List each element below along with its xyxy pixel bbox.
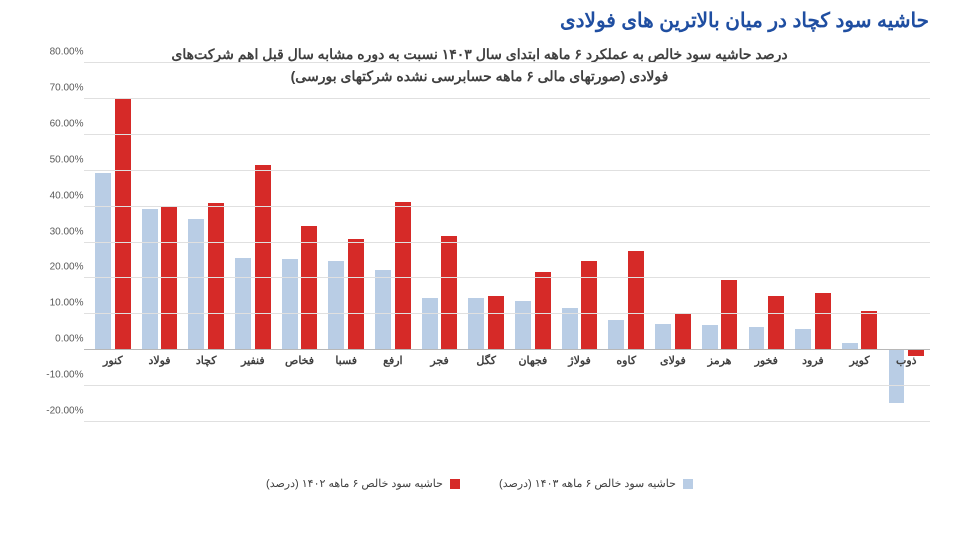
- legend-label-1403: حاشیه سود خالص ۶ ماهه ۱۴۰۳ (درصد): [499, 478, 676, 490]
- gridline: [84, 349, 930, 350]
- bar: [815, 293, 831, 350]
- bar-group: کاوه: [603, 63, 650, 422]
- bar-group: فرود: [790, 63, 837, 422]
- bar: [422, 298, 438, 350]
- bar: [235, 258, 251, 350]
- bar-group: ذوب: [883, 63, 930, 422]
- x-tick-label: هرمز: [696, 354, 743, 367]
- x-tick-label: فولای: [650, 354, 697, 367]
- bar: [861, 311, 877, 350]
- bar-group: ارفع: [370, 63, 417, 422]
- y-tick-label: 70.00%: [32, 82, 84, 93]
- profit-margin-chart: درصد حاشیه سود خالص به عملکرد ۶ ماهه ابت…: [20, 37, 940, 492]
- x-tick-label: فولاژ: [556, 354, 603, 367]
- bar-group: فولاژ: [556, 63, 603, 422]
- bar: [255, 165, 271, 350]
- gridline: [84, 313, 930, 314]
- page-title: حاشیه سود کچاد در میان بالاترین های فولا…: [0, 0, 959, 37]
- bar: [188, 219, 204, 350]
- bar: [488, 296, 504, 351]
- y-tick-label: -20.00%: [32, 406, 84, 417]
- bar: [441, 236, 457, 351]
- gridline: [84, 134, 930, 135]
- bar: [795, 329, 811, 350]
- x-tick-label: ارفع: [370, 354, 417, 367]
- y-tick-label: 0.00%: [32, 334, 84, 345]
- bar-group: کگل: [463, 63, 510, 422]
- bar-group: فجر: [416, 63, 463, 422]
- legend-item-1402: حاشیه سود خالص ۶ ماهه ۱۴۰۲ (درصد): [266, 477, 460, 490]
- x-tick-label: ذوب: [883, 354, 930, 367]
- bar: [395, 202, 411, 350]
- x-tick-label: فجهان: [510, 354, 557, 367]
- gridline: [84, 242, 930, 243]
- bar: [675, 314, 691, 350]
- bar-group: کویر: [836, 63, 883, 422]
- bar: [375, 270, 391, 350]
- bar: [348, 239, 364, 350]
- gridline: [84, 170, 930, 171]
- bar: [702, 325, 718, 350]
- bar: [749, 327, 765, 350]
- bar-group: فولاد: [136, 63, 183, 422]
- bar-group: فخور: [743, 63, 790, 422]
- x-tick-label: فولاد: [136, 354, 183, 367]
- gridline: [84, 98, 930, 99]
- bar: [95, 173, 111, 351]
- bar-group: فولای: [650, 63, 697, 422]
- x-tick-label: فنفیر: [230, 354, 277, 367]
- y-tick-label: 10.00%: [32, 298, 84, 309]
- x-tick-label: کنور: [90, 354, 137, 367]
- bar: [535, 272, 551, 350]
- bar: [515, 301, 531, 351]
- bar-group: کچاد: [183, 63, 230, 422]
- bar-group: کنور: [90, 63, 137, 422]
- bar-group: هرمز: [696, 63, 743, 422]
- x-tick-label: کگل: [463, 354, 510, 367]
- x-tick-label: فسبا: [323, 354, 370, 367]
- gridline: [84, 277, 930, 278]
- y-tick-label: 60.00%: [32, 118, 84, 129]
- bar: [301, 226, 317, 350]
- x-tick-label: فخاص: [276, 354, 323, 367]
- bar: [468, 298, 484, 350]
- y-tick-label: 40.00%: [32, 190, 84, 201]
- bar: [608, 320, 624, 351]
- x-tick-label: کچاد: [183, 354, 230, 367]
- bar-group: فسبا: [323, 63, 370, 422]
- bar: [628, 251, 644, 350]
- bar: [142, 209, 158, 350]
- y-tick-label: 30.00%: [32, 226, 84, 237]
- gridline: [84, 206, 930, 207]
- plot-area: کنورفولادکچادفنفیرفخاصفسباارفعفجرکگلفجها…: [90, 63, 930, 422]
- bar: [721, 280, 737, 350]
- gridline: [84, 421, 930, 422]
- bar-group: فجهان: [510, 63, 557, 422]
- y-tick-label: -10.00%: [32, 370, 84, 381]
- bar: [768, 296, 784, 350]
- legend-item-1403: حاشیه سود خالص ۶ ماهه ۱۴۰۳ (درصد): [499, 477, 693, 490]
- bar-group: فنفیر: [230, 63, 277, 422]
- bar-group: فخاص: [276, 63, 323, 422]
- gridline: [84, 62, 930, 63]
- bar-container: کنورفولادکچادفنفیرفخاصفسباارفعفجرکگلفجها…: [90, 63, 930, 422]
- gridline: [84, 385, 930, 386]
- bar: [655, 324, 671, 350]
- x-tick-label: کویر: [836, 354, 883, 367]
- y-tick-label: 80.00%: [32, 47, 84, 58]
- legend: حاشیه سود خالص ۶ ماهه ۱۴۰۳ (درصد) حاشیه …: [20, 477, 940, 490]
- y-tick-label: 50.00%: [32, 154, 84, 165]
- bar: [328, 261, 344, 350]
- chart-title-line1: درصد حاشیه سود خالص به عملکرد ۶ ماهه ابت…: [171, 46, 787, 62]
- x-tick-label: فخور: [743, 354, 790, 367]
- y-tick-label: 20.00%: [32, 262, 84, 273]
- legend-swatch-1403: [683, 479, 693, 489]
- x-tick-label: فرود: [790, 354, 837, 367]
- legend-label-1402: حاشیه سود خالص ۶ ماهه ۱۴۰۲ (درصد): [266, 478, 443, 490]
- bar: [282, 259, 298, 350]
- x-tick-label: فجر: [416, 354, 463, 367]
- legend-swatch-1402: [450, 479, 460, 489]
- bar: [581, 261, 597, 350]
- x-tick-label: کاوه: [603, 354, 650, 367]
